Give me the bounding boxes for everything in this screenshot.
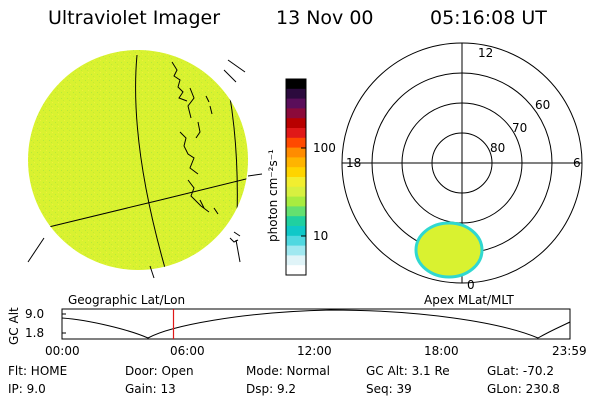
colorbar-segment: [286, 226, 306, 237]
colorbar-segment: [286, 108, 306, 119]
colorbar-segment: [286, 265, 306, 276]
info-gcalt: GC Alt: 3.1 Re: [366, 364, 450, 378]
mlt-label-6: 6: [573, 156, 581, 170]
info-gain: Gain: 13: [125, 382, 176, 396]
colorbar-segment: [286, 235, 306, 247]
lat-label-70: 70: [512, 121, 528, 135]
colorbar-frame: [285, 78, 307, 276]
altitude-panel: [61, 308, 571, 340]
info-glat: GLat: -70.2: [487, 364, 554, 378]
colorbar-segment: [286, 88, 306, 100]
colorbar-segment: [286, 147, 306, 158]
info-ip: IP: 9.0: [8, 382, 46, 396]
altitude-curve: [61, 309, 571, 339]
xtick-0000: 00:00: [45, 344, 80, 358]
xtick-1800: 18:00: [424, 344, 459, 358]
colorbar-segment: [286, 157, 306, 168]
colorbar: [286, 79, 306, 276]
date-label: 13 Nov 00: [276, 7, 374, 29]
xtick-0600: 06:00: [170, 344, 205, 358]
info-flt: Flt: HOME: [8, 364, 68, 378]
altitude-ytick-9: 9.0: [25, 307, 45, 321]
altitude-ytick-1.8: 1.8: [25, 326, 45, 340]
xtick-2359: 23:59: [552, 344, 587, 358]
colorbar-segment: [286, 98, 306, 109]
colorbar-segment: [286, 245, 306, 256]
geographic-image: [27, 50, 263, 279]
colorbar-segment: [286, 255, 306, 266]
mlt-label-18: 18: [346, 156, 362, 170]
lat-label-80: 80: [490, 141, 506, 155]
colorbar-segment: [286, 196, 306, 207]
lat-label-60: 60: [535, 98, 551, 112]
colorbar-segment: [286, 137, 306, 149]
altitude-frame: [61, 308, 571, 340]
colorbar-segment: [286, 118, 306, 129]
colorbar-segment: [286, 128, 306, 139]
colorbar-label-10: 10: [313, 229, 329, 243]
colorbar-segment: [286, 79, 306, 90]
xtick-1200: 12:00: [297, 344, 332, 358]
instrument-title: Ultraviolet Imager: [48, 7, 221, 29]
info-glon: GLon: 230.8: [487, 382, 560, 396]
mlt-label-12: 12: [478, 46, 494, 60]
time-label: 05:16:08 UT: [430, 7, 547, 29]
polar-plot: [341, 42, 583, 284]
polar-caption: Apex MLat/MLT: [424, 293, 514, 307]
altitude-ylabel: GC Alt: [7, 307, 21, 345]
colorbar-label-100: 100: [313, 141, 336, 155]
info-dsp: Dsp: 9.2: [246, 382, 297, 396]
geographic-caption: Geographic Lat/Lon: [68, 293, 186, 307]
colorbar-segment: [286, 216, 306, 227]
colorbar-unit-label: photon cm⁻²s⁻¹: [266, 149, 280, 242]
longitude-line: [135, 54, 166, 269]
auroral-blob: [414, 221, 484, 279]
info-seq: Seq: 39: [366, 382, 412, 396]
coastline: [171, 61, 233, 235]
colorbar-segment: [286, 177, 306, 188]
earth-disk: [28, 50, 248, 270]
info-mode: Mode: Normal: [246, 364, 330, 378]
colorbar-segment: [286, 206, 306, 217]
colorbar-segment: [286, 186, 306, 198]
mlt-label-0: 0: [467, 278, 475, 292]
info-door: Door: Open: [125, 364, 194, 378]
colorbar-segment: [286, 167, 306, 178]
